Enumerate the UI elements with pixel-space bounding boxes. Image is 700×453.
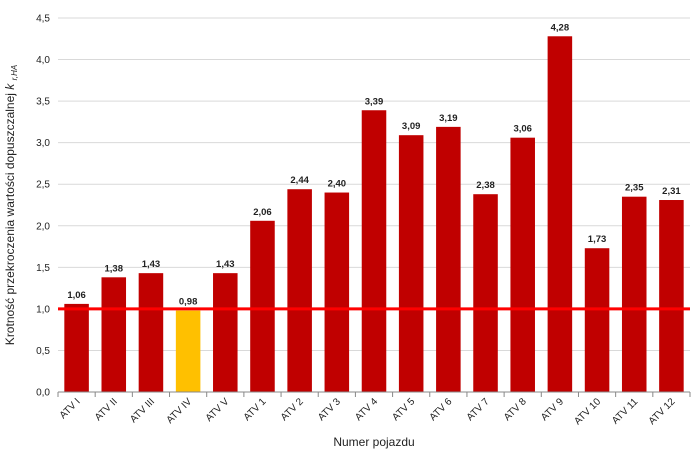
y-tick-label: 3,0 [36, 138, 50, 149]
data-labels: 1,06 1,38 1,43 0,98 1,43 2,06 2,44 2,40 3,39 3,09… [67, 22, 681, 307]
bars [64, 36, 684, 393]
data-label: 1,73 [588, 234, 607, 245]
data-label: 2,38 [476, 180, 495, 191]
y-tick-label: 4,0 [36, 55, 50, 66]
bar [473, 194, 498, 392]
bar [547, 36, 573, 392]
y-tick-label: 2,5 [36, 180, 50, 191]
data-label: 0,98 [179, 297, 198, 308]
bar [101, 277, 127, 392]
x-tick-label: ATV 4 [353, 396, 380, 423]
y-axis-title-subscript: r,HA [10, 65, 19, 81]
data-label: 1,43 [216, 259, 235, 270]
data-label: 1,38 [105, 263, 124, 274]
data-label: 2,44 [290, 175, 309, 186]
bar [398, 135, 424, 393]
x-tick-label: ATV 10 [572, 396, 603, 427]
y-tick-label: 0,5 [36, 346, 50, 357]
bar [621, 196, 647, 392]
x-axis-title: Numer pojazdu [333, 435, 414, 449]
data-label: 3,06 [513, 124, 532, 135]
x-tick-label: ATV IV [165, 396, 195, 426]
y-axis-title-text: Krotność przekroczenia wartości dopuszcz… [3, 93, 17, 345]
y-tick-label: 1,0 [36, 304, 50, 315]
y-axis-title: Krotność przekroczenia wartości dopuszcz… [3, 65, 19, 345]
bar [510, 137, 535, 392]
data-label: 2,31 [662, 186, 681, 197]
y-tick-label: 1,5 [36, 263, 50, 274]
y-tick-label: 2,0 [36, 221, 50, 232]
x-tick-label: ATV I [58, 396, 83, 421]
x-tick-label: ATV II [93, 396, 120, 423]
data-label: 3,39 [365, 96, 384, 107]
x-tick-label: ATV V [204, 396, 232, 424]
x-tick-label: ATV 8 [502, 396, 529, 423]
bar [287, 189, 312, 392]
data-label: 3,09 [402, 121, 421, 132]
data-label: 2,06 [253, 207, 272, 218]
bar [250, 220, 275, 392]
y-tick-label: 4,5 [36, 14, 50, 25]
data-label: 1,43 [142, 259, 161, 270]
y-tick-label: 0,0 [36, 388, 50, 399]
x-axis-ticks: ATV I ATV II ATV III ATV IV ATV V ATV 1 ATV 2 A… [57, 392, 691, 427]
x-tick-label: ATV 7 [465, 396, 492, 423]
x-tick-label: ATV 3 [316, 396, 343, 423]
x-tick-label: ATV 11 [610, 396, 641, 427]
x-tick-label: ATV 6 [428, 396, 455, 423]
data-label: 4,28 [551, 22, 570, 33]
bar [175, 310, 201, 392]
bar [659, 200, 684, 392]
data-label: 2,35 [625, 183, 644, 194]
x-tick-label: ATV 9 [539, 396, 566, 423]
x-tick-label: ATV 5 [390, 396, 417, 423]
bar [361, 110, 387, 393]
x-tick-label: ATV 12 [647, 396, 678, 427]
bar [213, 273, 238, 392]
bar [64, 303, 89, 392]
x-tick-label: ATV 1 [242, 396, 269, 423]
data-label: 2,40 [328, 179, 347, 190]
bar [138, 273, 164, 392]
data-label: 1,06 [67, 290, 86, 301]
x-tick-label: ATV III [128, 396, 157, 425]
data-label: 3,19 [439, 113, 458, 124]
y-tick-label: 3,5 [36, 97, 50, 108]
x-tick-label: ATV 2 [279, 396, 306, 423]
bar [324, 192, 350, 392]
y-axis-ticks: 0,0 0,5 1,0 1,5 2,0 2,5 3,0 3,5 4,0 4,5 [36, 14, 50, 399]
bar [584, 248, 610, 392]
y-axis-title-symbol: k [3, 83, 17, 90]
bar [436, 126, 461, 393]
